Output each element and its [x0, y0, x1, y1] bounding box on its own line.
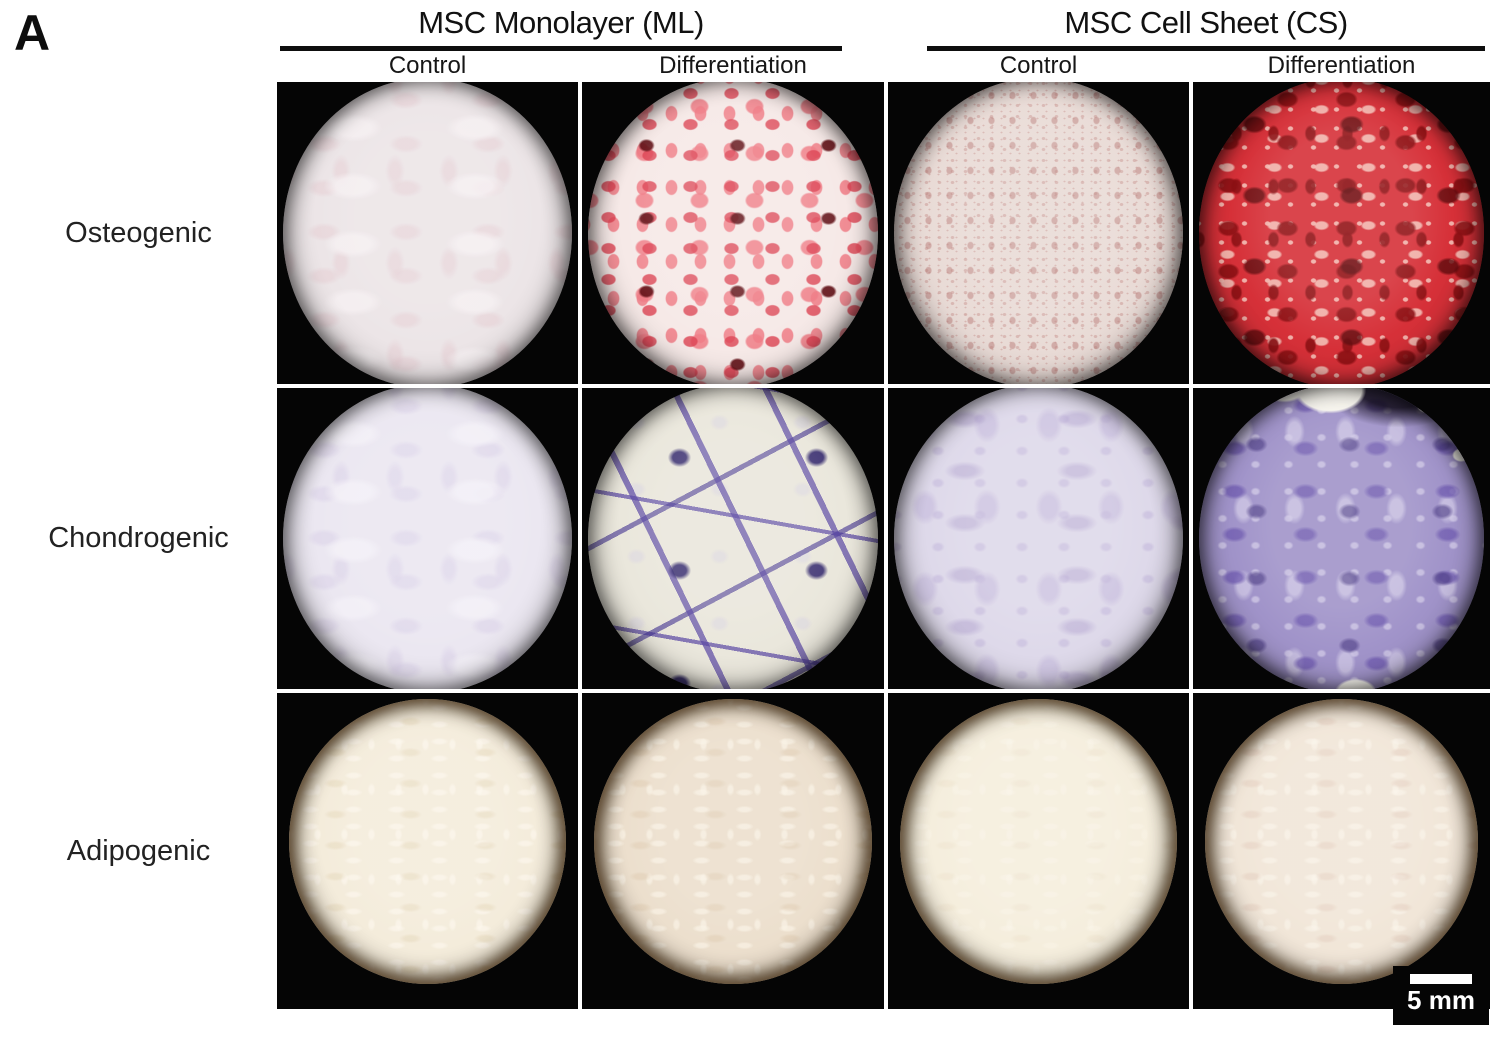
subheader-ml-control: Control — [388, 52, 467, 79]
group-title-msc-cell-sheet: MSC Cell Sheet (CS) — [1064, 5, 1348, 40]
well-image-osteogenic-cs-differentiation — [1198, 82, 1485, 384]
scale-bar: 5 mm — [1393, 966, 1489, 1025]
well-image-adipogenic-ml-control — [289, 699, 566, 985]
well-image-chondrogenic-cs-differentiation — [1198, 388, 1485, 689]
well-image-adipogenic-cs-differentiation — [1204, 699, 1479, 985]
well-cell-adipogenic-cs-differentiation — [1193, 693, 1490, 1009]
well-cell-chondrogenic-cs-differentiation — [1193, 388, 1490, 689]
subheader-cs-control: Control — [999, 52, 1078, 79]
well-cell-osteogenic-cs-control — [888, 82, 1189, 384]
well-image-chondrogenic-cs-control — [894, 388, 1183, 689]
well-cell-adipogenic-ml-control — [277, 693, 578, 1009]
well-image-chondrogenic-ml-differentiation — [588, 388, 878, 689]
well-cell-chondrogenic-ml-control — [277, 388, 578, 689]
row-label-chondrogenic: Chondrogenic — [48, 522, 229, 554]
well-cell-adipogenic-ml-differentiation — [582, 693, 884, 1009]
well-cell-chondrogenic-cs-control — [888, 388, 1189, 689]
well-image-osteogenic-cs-control — [894, 82, 1183, 384]
group-title-msc-monolayer: MSC Monolayer (ML) — [418, 5, 704, 40]
subheader-ml-differentiation: Differentiation — [659, 52, 807, 79]
well-image-chondrogenic-ml-control — [283, 388, 572, 689]
row-labels: Osteogenic Chondrogenic Adipogenic — [0, 82, 277, 1009]
scale-bar-label: 5 mm — [1407, 985, 1475, 1015]
white-bubble-artifacts — [1198, 388, 1485, 689]
well-image-adipogenic-cs-control — [900, 699, 1177, 985]
well-cell-chondrogenic-ml-differentiation — [582, 388, 884, 689]
white-chip-artifact — [894, 388, 1183, 689]
well-cell-osteogenic-cs-differentiation — [1193, 82, 1490, 384]
group-underline-cs — [927, 46, 1485, 51]
row-label-osteogenic: Osteogenic — [65, 216, 212, 249]
subheader-cs-differentiation: Differentiation — [1267, 52, 1416, 79]
well-image-grid — [277, 82, 1490, 1009]
well-cell-osteogenic-ml-differentiation — [582, 82, 884, 384]
panel-letter: A — [14, 5, 51, 61]
well-image-osteogenic-ml-control — [283, 82, 572, 384]
scale-bar-line — [1410, 974, 1472, 984]
well-image-adipogenic-ml-differentiation — [594, 699, 872, 985]
row-label-adipogenic: Adipogenic — [66, 834, 211, 867]
group-underline-ml — [280, 46, 842, 51]
well-image-osteogenic-ml-differentiation — [588, 82, 878, 384]
well-cell-adipogenic-cs-control — [888, 693, 1189, 1009]
condition-subheaders: Control Differentiation Control Differen… — [277, 51, 1490, 81]
well-cell-osteogenic-ml-control — [277, 82, 578, 384]
